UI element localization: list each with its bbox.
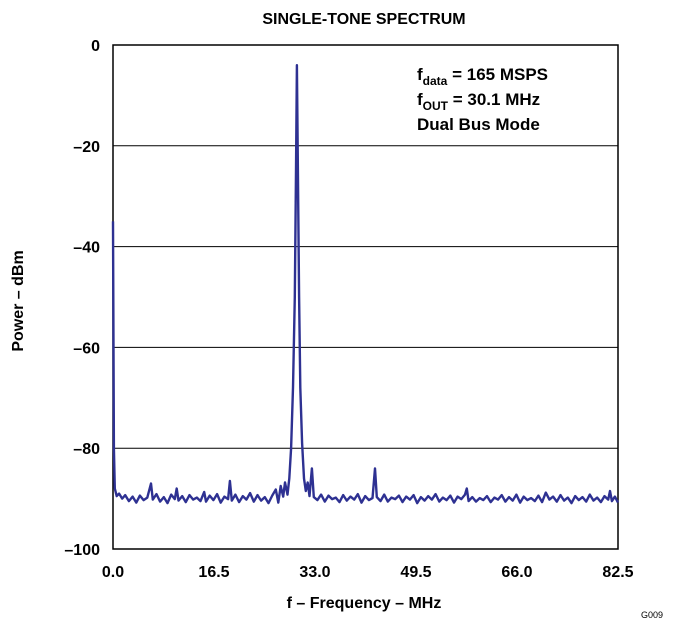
x-axis-label: f – Frequency – MHz [287,595,442,612]
y-tick-label: –20 [73,139,100,156]
y-tick-label: –60 [73,340,100,357]
y-tick-label: –80 [73,441,100,458]
x-axis-ticks: 0.0 16.5 33.0 49.5 66.0 82.5 [102,564,634,581]
grid-lines [113,146,618,448]
figure-code: G009 [641,610,663,620]
y-tick-label: 0 [91,38,100,55]
plot-frame [113,45,618,549]
y-tick-label: –40 [73,240,100,257]
y-axis-ticks: 0 –20 –40 –60 –80 –100 [64,38,100,559]
annotation-line: fdata = 165 MSPS [417,65,548,88]
y-axis-label: Power – dBm [10,250,27,351]
chart-title: SINGLE-TONE SPECTRUM [262,11,465,28]
y-tick-label: –100 [64,542,100,559]
x-tick-label: 16.5 [198,564,229,581]
x-tick-label: 66.0 [501,564,532,581]
spectrum-line [113,65,618,503]
x-tick-label: 82.5 [602,564,633,581]
x-tick-label: 49.5 [400,564,431,581]
x-tick-label: 0.0 [102,564,124,581]
annotation-line: Dual Bus Mode [417,115,540,134]
annotation-line: fOUT = 30.1 MHz [417,90,540,113]
x-tick-label: 33.0 [299,564,330,581]
